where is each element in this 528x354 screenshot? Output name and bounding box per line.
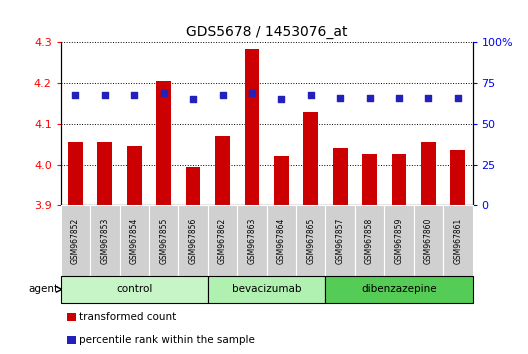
Text: GSM967854: GSM967854 — [130, 217, 139, 264]
Bar — [68, 142, 83, 205]
Text: GSM967856: GSM967856 — [188, 217, 197, 264]
Point — [71, 92, 80, 97]
Text: dibenzazepine: dibenzazepine — [361, 284, 437, 295]
Text: GSM967863: GSM967863 — [248, 217, 257, 264]
Bar — [333, 148, 347, 205]
Text: transformed count: transformed count — [79, 312, 176, 322]
Text: GDS5678 / 1453076_at: GDS5678 / 1453076_at — [186, 25, 347, 39]
Bar — [156, 81, 171, 205]
Text: GSM967860: GSM967860 — [424, 217, 433, 264]
Bar — [304, 112, 318, 205]
Text: bevacizumab: bevacizumab — [232, 284, 301, 295]
Text: GSM967859: GSM967859 — [394, 217, 403, 264]
Text: GSM967853: GSM967853 — [100, 217, 109, 264]
Text: GSM967858: GSM967858 — [365, 218, 374, 264]
Bar — [421, 142, 436, 205]
Text: percentile rank within the sample: percentile rank within the sample — [79, 335, 255, 345]
Point — [424, 95, 432, 101]
Point — [307, 92, 315, 97]
Text: GSM967857: GSM967857 — [336, 217, 345, 264]
Text: control: control — [116, 284, 153, 295]
Point — [159, 90, 168, 96]
Point — [130, 92, 138, 97]
Bar — [215, 136, 230, 205]
Bar — [244, 48, 259, 205]
Bar — [127, 146, 142, 205]
Point — [336, 95, 344, 101]
Text: GSM967862: GSM967862 — [218, 218, 227, 264]
Point — [248, 90, 256, 96]
Point — [365, 95, 374, 101]
Bar — [450, 150, 465, 205]
Bar — [362, 154, 377, 205]
Text: GSM967864: GSM967864 — [277, 217, 286, 264]
Point — [189, 97, 197, 102]
Point — [218, 92, 227, 97]
Text: GSM967852: GSM967852 — [71, 218, 80, 264]
Text: agent: agent — [28, 284, 58, 295]
Text: GSM967865: GSM967865 — [306, 217, 315, 264]
Point — [395, 95, 403, 101]
Point — [101, 92, 109, 97]
Text: GSM967855: GSM967855 — [159, 217, 168, 264]
Bar — [392, 154, 407, 205]
Bar — [186, 167, 201, 205]
Bar — [98, 142, 112, 205]
Point — [277, 97, 286, 102]
Text: GSM967861: GSM967861 — [454, 218, 463, 264]
Point — [454, 95, 462, 101]
Bar — [274, 156, 289, 205]
